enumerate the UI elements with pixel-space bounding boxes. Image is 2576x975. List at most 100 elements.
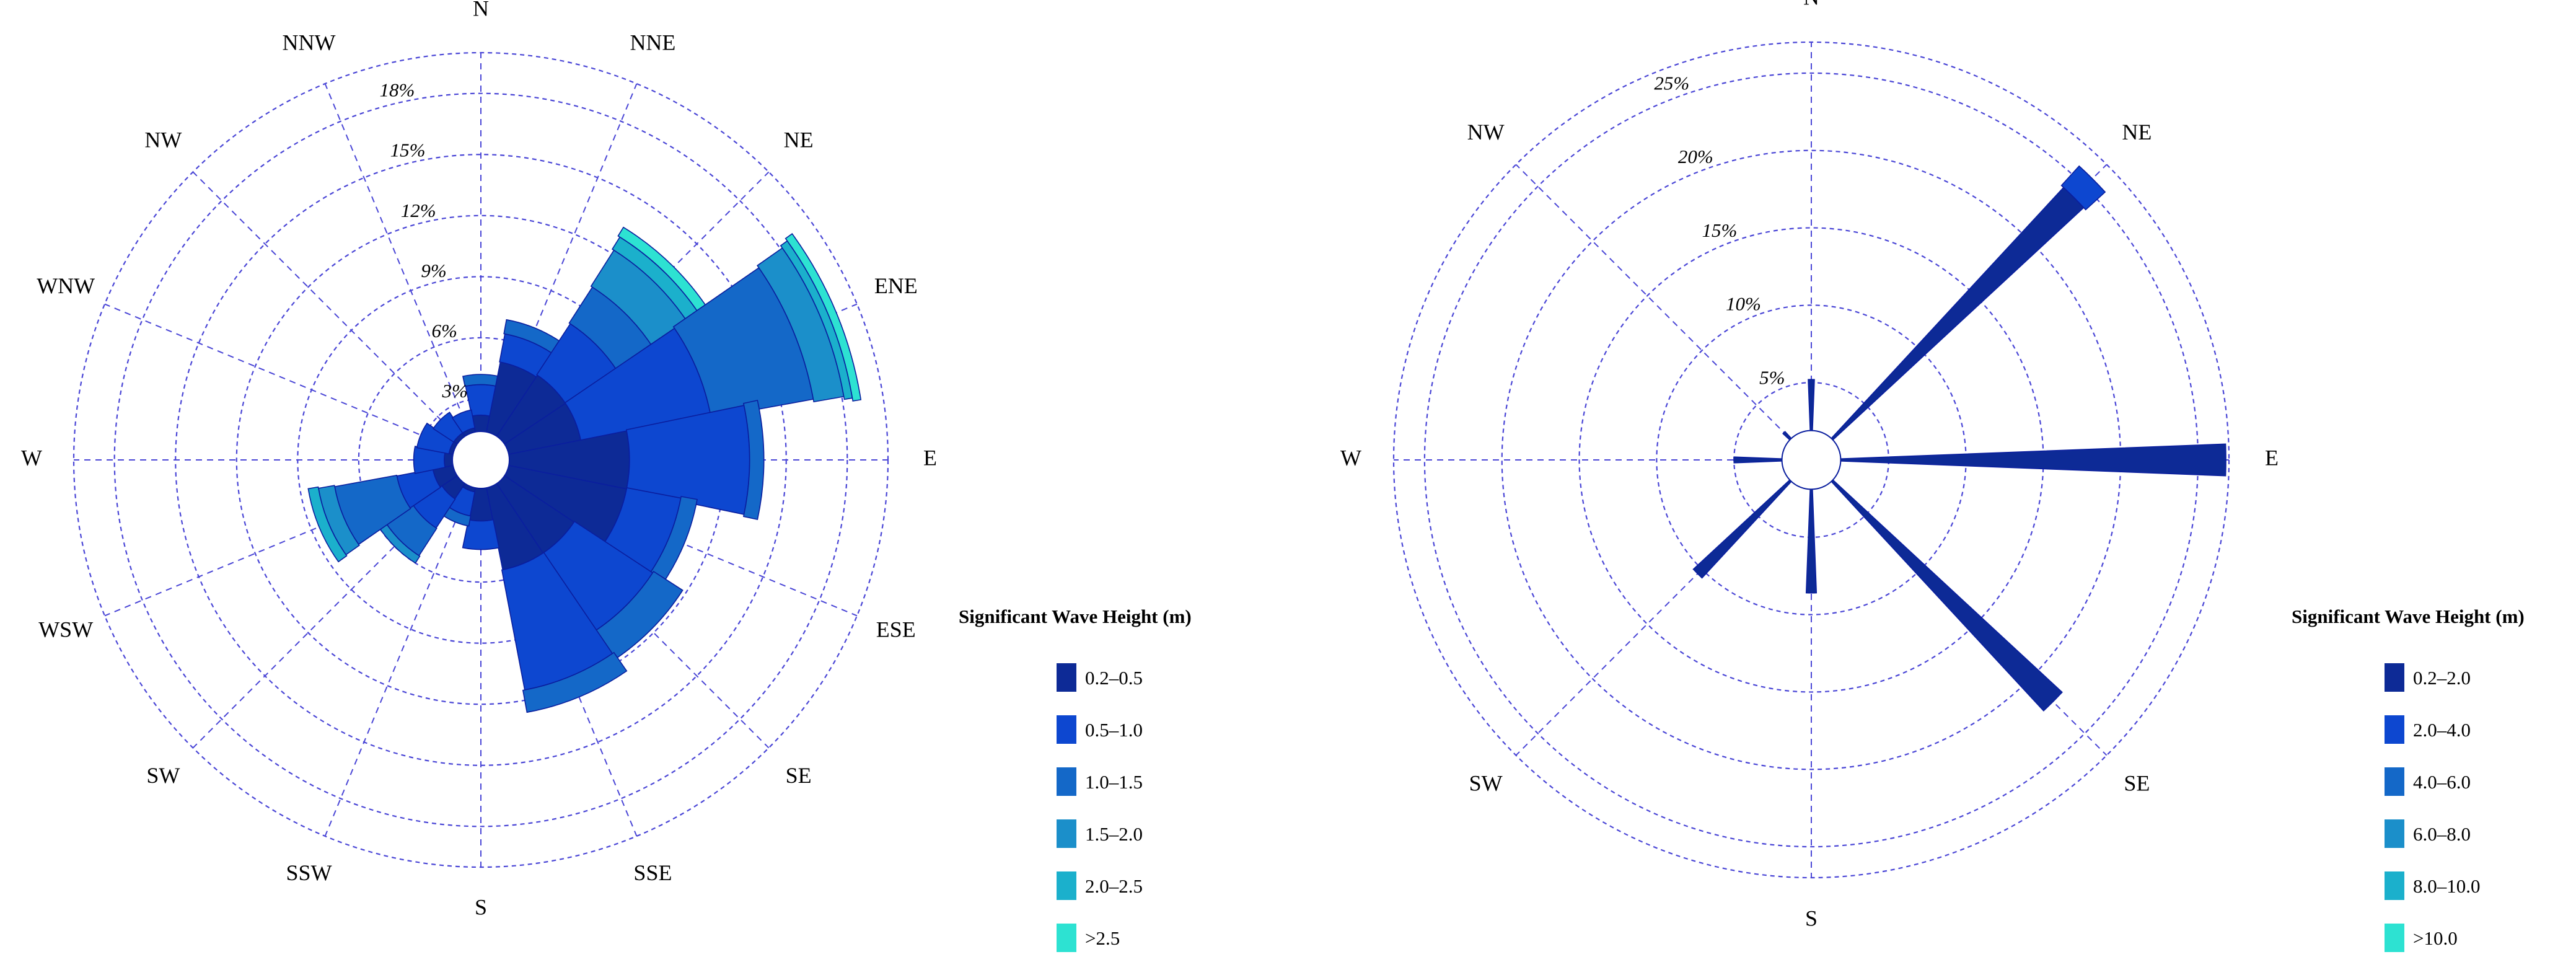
petal-S-bin-1 [1805, 488, 1818, 594]
legend-swatch [2385, 663, 2404, 692]
radial-tick-label: 6% [431, 320, 457, 342]
direction-label-e: E [2265, 445, 2279, 470]
direction-label-wnw: WNW [37, 273, 95, 298]
rose-hub [1781, 430, 1842, 490]
rose-hub [452, 431, 510, 489]
grid-spoke [1515, 164, 1812, 461]
direction-label-ne: NE [784, 128, 814, 152]
petal-WSW-bin-5 [307, 486, 348, 563]
petal-SW-bin-1 [1692, 479, 1792, 579]
direction-label-ene: ENE [874, 273, 918, 298]
direction-label-sse: SSE [633, 860, 672, 885]
legend-label: 2.0–4.0 [2413, 719, 2471, 741]
radial-tick-label: 25% [1654, 72, 1689, 94]
petal-NE-bin-2 [2060, 165, 2106, 211]
direction-label-ese: ESE [876, 617, 916, 642]
radial-tick-label: 10% [1726, 293, 1761, 315]
direction-label-e: E [923, 445, 937, 470]
legend-title: Significant Wave Height (m) [2292, 606, 2525, 627]
radial-tick-labels: 3% 6% 9% 12% 15% 18% [379, 79, 467, 402]
petal-SE-bin-1 [1831, 479, 2063, 712]
direction-label-w: W [1340, 445, 1361, 470]
legend-swatch [1057, 924, 1076, 952]
direction-label-n: N [473, 0, 489, 20]
direction-label-nw: NW [1467, 120, 1505, 144]
legend-swatch [1057, 819, 1076, 848]
petal-N-bin-3 [462, 374, 499, 387]
radial-tick-label: 20% [1678, 146, 1713, 167]
legend-right: Significant Wave Height (m) 0.2–2.0 2.0–4… [2292, 606, 2525, 952]
direction-labels: N NNE NE ENE E ESE SE SSE S SSW SW WSW W WNW NW NNW [21, 0, 937, 919]
petal-W-bin-1 [1733, 456, 1783, 464]
petal-S-bin-2 [462, 519, 500, 550]
direction-label-w: W [21, 445, 42, 470]
legend-swatch [1057, 767, 1076, 796]
grid-spoke [192, 171, 481, 461]
direction-label-se: SE [2124, 771, 2150, 796]
petal-W-bin-1 [444, 452, 454, 468]
radial-tick-label: 3% [442, 380, 468, 402]
petals [1692, 165, 2227, 712]
petal-WNW-bin-2 [416, 422, 455, 455]
legend-label: 6.0–8.0 [2413, 823, 2471, 845]
legend-label: >10.0 [2413, 927, 2458, 949]
direction-label-se: SE [786, 763, 812, 788]
direction-label-sw: SW [1469, 771, 1503, 796]
petal-NW-bin-1 [1782, 431, 1792, 441]
legend-label: 0.2–0.5 [1085, 667, 1143, 689]
petals [307, 226, 862, 713]
radial-tick-label: 5% [1759, 366, 1785, 388]
legend-label: 1.0–1.5 [1085, 771, 1143, 793]
direction-label-ne: NE [2122, 120, 2152, 144]
grid-spoke [324, 459, 481, 837]
legend-left: Significant Wave Height (m) 0.2–0.5 0.5–1… [959, 606, 1192, 952]
petal-ENE-bin-6 [785, 232, 862, 402]
grid-spoke [324, 83, 481, 461]
direction-label-nw: NW [144, 128, 182, 152]
legend-label: 1.5–2.0 [1085, 823, 1143, 845]
petal-NNW-bin-2 [451, 409, 476, 434]
petal-W-bin-2 [413, 446, 446, 474]
petal-N-bin-1 [1808, 379, 1815, 431]
radial-tick-label: 12% [401, 200, 436, 221]
legend-swatch [2385, 871, 2404, 900]
wind-rose-right: 5% 10% 15% 20% 25% N NE E SE S SW W NW [1340, 0, 2279, 930]
legend-swatch [2385, 819, 2404, 848]
direction-label-s: S [475, 894, 487, 919]
legend-swatch [2385, 767, 2404, 796]
legend-label: 2.0–2.5 [1085, 875, 1143, 897]
legend-swatch [2385, 924, 2404, 952]
petal-E-bin-1 [1840, 443, 2227, 477]
direction-label-s: S [1805, 906, 1818, 930]
legend-label: 8.0–10.0 [2413, 875, 2481, 897]
radial-tick-label: 15% [390, 139, 426, 161]
petal-E-bin-3 [742, 399, 765, 521]
direction-label-n: N [1803, 0, 1819, 9]
radial-tick-labels: 5% 10% 15% 20% 25% [1654, 72, 1785, 388]
radial-tick-label: 18% [379, 79, 415, 101]
direction-label-nnw: NNW [283, 30, 336, 55]
grid-circle [113, 92, 848, 827]
legend-label: 0.2–2.0 [2413, 667, 2471, 689]
direction-label-sw: SW [146, 763, 180, 788]
legend-swatch [2385, 715, 2404, 744]
petal-NE-bin-1 [1831, 187, 2085, 441]
legend-label: 4.0–6.0 [2413, 771, 2471, 793]
radial-tick-label: 15% [1702, 219, 1737, 241]
direction-labels: N NE E SE S SW W NW [1340, 0, 2279, 930]
petal-SSE-bin-3 [522, 651, 628, 713]
direction-label-wsw: WSW [38, 617, 93, 642]
direction-label-nne: NNE [630, 30, 675, 55]
wind-rose-left: 3% 6% 9% 12% 15% 18% N NNE NE ENE E ESE SE SSE S SSW SW W… [21, 0, 937, 919]
legend-title: Significant Wave Height (m) [959, 606, 1192, 627]
legend-swatch [1057, 663, 1076, 692]
legend-label: 0.5–1.0 [1085, 719, 1143, 741]
legend-swatch [1057, 715, 1076, 744]
legend-label: >2.5 [1085, 927, 1120, 949]
legend-swatch [1057, 871, 1076, 900]
petal-NW-bin-2 [433, 412, 464, 443]
radial-tick-label: 9% [421, 260, 446, 281]
direction-label-ssw: SSW [286, 860, 332, 885]
grid-spoke [104, 303, 481, 461]
